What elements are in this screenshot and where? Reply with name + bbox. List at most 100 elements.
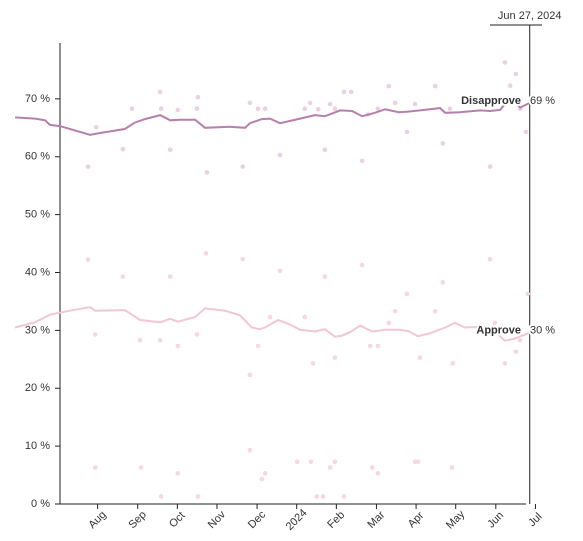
poll-dot	[440, 280, 446, 285]
poll-dot	[449, 465, 455, 470]
poll-dot	[203, 251, 209, 256]
poll-dot	[322, 147, 328, 153]
poll-dot	[308, 459, 314, 465]
series-label: Approve	[476, 325, 521, 337]
y-tick-label: 60 %	[25, 151, 50, 163]
poll-dot	[447, 106, 453, 112]
poll-dot	[129, 106, 135, 112]
x-tick-label: Nov	[206, 508, 229, 531]
poll-dot	[167, 147, 173, 153]
poll-dot	[92, 332, 98, 337]
poll-dot	[404, 291, 410, 297]
x-tick-label: Dec	[246, 508, 269, 531]
poll-dot	[204, 170, 210, 175]
poll-dot	[359, 158, 365, 164]
poll-dot	[415, 459, 421, 465]
poll-dot	[307, 100, 313, 106]
poll-dot	[247, 447, 253, 453]
poll-dot	[487, 164, 493, 169]
poll-dot	[320, 494, 326, 499]
poll-dot	[262, 106, 268, 112]
x-tick-label: Mar	[365, 509, 387, 531]
poll-dot	[322, 274, 328, 279]
poll-dot	[262, 471, 268, 476]
poll-dot	[277, 268, 283, 274]
poll-dot	[513, 349, 519, 355]
poll-dot	[502, 361, 508, 366]
y-tick-label: 20 %	[25, 382, 50, 394]
poll-dot	[314, 494, 320, 499]
poll-dot	[158, 494, 164, 499]
poll-dot	[507, 83, 513, 88]
poll-dot	[294, 459, 300, 465]
x-tick-label: Feb	[325, 509, 347, 531]
poll-dot	[341, 494, 347, 499]
y-tick-label: 10 %	[25, 440, 50, 452]
series-label: Disapprove	[461, 95, 521, 107]
poll-dot	[120, 146, 126, 152]
poll-dot	[375, 343, 381, 349]
poll-dot	[157, 89, 163, 95]
poll-dot	[386, 320, 392, 326]
poll-dot	[175, 471, 181, 476]
poll-dot	[523, 129, 529, 135]
poll-dot	[247, 372, 253, 378]
poll-dot	[85, 164, 91, 169]
poll-dot	[240, 164, 246, 169]
poll-dot	[85, 257, 91, 263]
poll-dot	[332, 355, 338, 360]
poll-dot	[259, 476, 265, 482]
poll-dot	[175, 343, 181, 349]
poll-dot	[450, 361, 456, 366]
x-tick-label: 2024	[284, 507, 310, 533]
poll-dot	[255, 343, 261, 349]
x-tick-label: Jun	[485, 509, 506, 530]
poll-dot	[375, 106, 381, 112]
poll-dot	[492, 320, 498, 326]
poll-dot	[157, 337, 163, 343]
poll-dot	[341, 89, 347, 95]
series-value-label: 69 %	[530, 95, 555, 107]
x-tick-label: Jul	[526, 511, 544, 529]
y-tick-label: 0 %	[31, 498, 50, 510]
poll-dot	[137, 337, 143, 343]
y-tick-label: 70 %	[25, 93, 50, 105]
series-line	[14, 96, 531, 136]
x-tick-label: May	[444, 508, 468, 532]
poll-dot	[525, 291, 531, 297]
poll-dot	[194, 106, 200, 112]
poll-dot	[267, 314, 273, 320]
series-line	[14, 306, 531, 342]
poll-dot	[240, 256, 246, 262]
poll-dot	[195, 494, 201, 499]
poll-dot	[93, 124, 99, 130]
poll-dot	[315, 106, 321, 112]
y-tick-label: 50 %	[25, 209, 50, 221]
poll-dot	[404, 129, 410, 135]
poll-dot	[417, 355, 423, 360]
poll-dot	[348, 89, 354, 95]
x-tick-label: Apr	[406, 509, 427, 530]
poll-dot	[432, 83, 438, 89]
poll-dot	[158, 106, 164, 112]
poll-dot	[332, 459, 338, 465]
poll-dot	[502, 60, 508, 65]
poll-dot	[386, 83, 392, 89]
poll-dot	[513, 71, 519, 77]
date-label: Jun 27, 2024	[498, 10, 562, 22]
poll-dot	[487, 256, 493, 262]
poll-dot	[302, 314, 308, 320]
poll-dot	[392, 100, 398, 106]
poll-dot	[302, 106, 308, 112]
y-tick-label: 30 %	[25, 324, 50, 336]
poll-dot	[167, 274, 173, 279]
poll-dot	[327, 465, 333, 470]
poll-dot	[367, 343, 373, 349]
poll-dot	[195, 94, 201, 100]
x-tick-label: Aug	[86, 509, 108, 531]
poll-dot	[175, 107, 181, 113]
y-tick-label: 40 %	[25, 266, 50, 278]
poll-dot	[375, 471, 381, 476]
poll-dot	[310, 361, 316, 366]
poll-dot	[359, 262, 365, 268]
